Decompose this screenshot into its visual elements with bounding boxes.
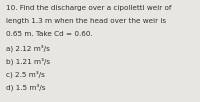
- Text: length 1.3 m when the head over the weir is: length 1.3 m when the head over the weir…: [6, 18, 166, 24]
- Text: 10. Find the discharge over a cipolletti weir of: 10. Find the discharge over a cipolletti…: [6, 5, 171, 11]
- Text: 0.65 m. Take Cd = 0.60.: 0.65 m. Take Cd = 0.60.: [6, 31, 93, 37]
- Text: a) 2.12 m³/s: a) 2.12 m³/s: [6, 44, 50, 52]
- Text: c) 2.5 m³/s: c) 2.5 m³/s: [6, 70, 45, 78]
- Text: b) 1.21 m³/s: b) 1.21 m³/s: [6, 57, 50, 65]
- Text: d) 1.5 m³/s: d) 1.5 m³/s: [6, 83, 46, 91]
